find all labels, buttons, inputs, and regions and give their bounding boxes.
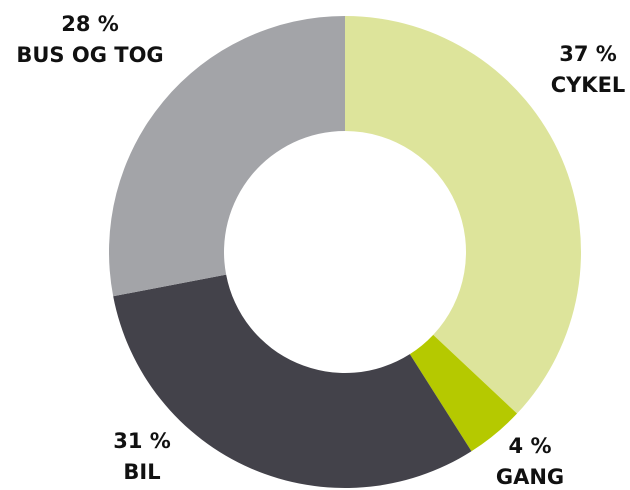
category-label: BUS OG TOG (16, 43, 163, 67)
slice (113, 274, 472, 488)
value-label: 31 % (113, 429, 171, 453)
slice (108, 16, 345, 297)
value-label: 4 % (509, 434, 552, 458)
category-label: CYKEL (551, 73, 626, 97)
category-label: BIL (123, 460, 160, 484)
value-label: 28 % (61, 12, 119, 36)
slice (409, 334, 518, 452)
value-label: 37 % (559, 42, 617, 66)
slice (345, 16, 581, 414)
category-label: GANG (496, 465, 564, 489)
